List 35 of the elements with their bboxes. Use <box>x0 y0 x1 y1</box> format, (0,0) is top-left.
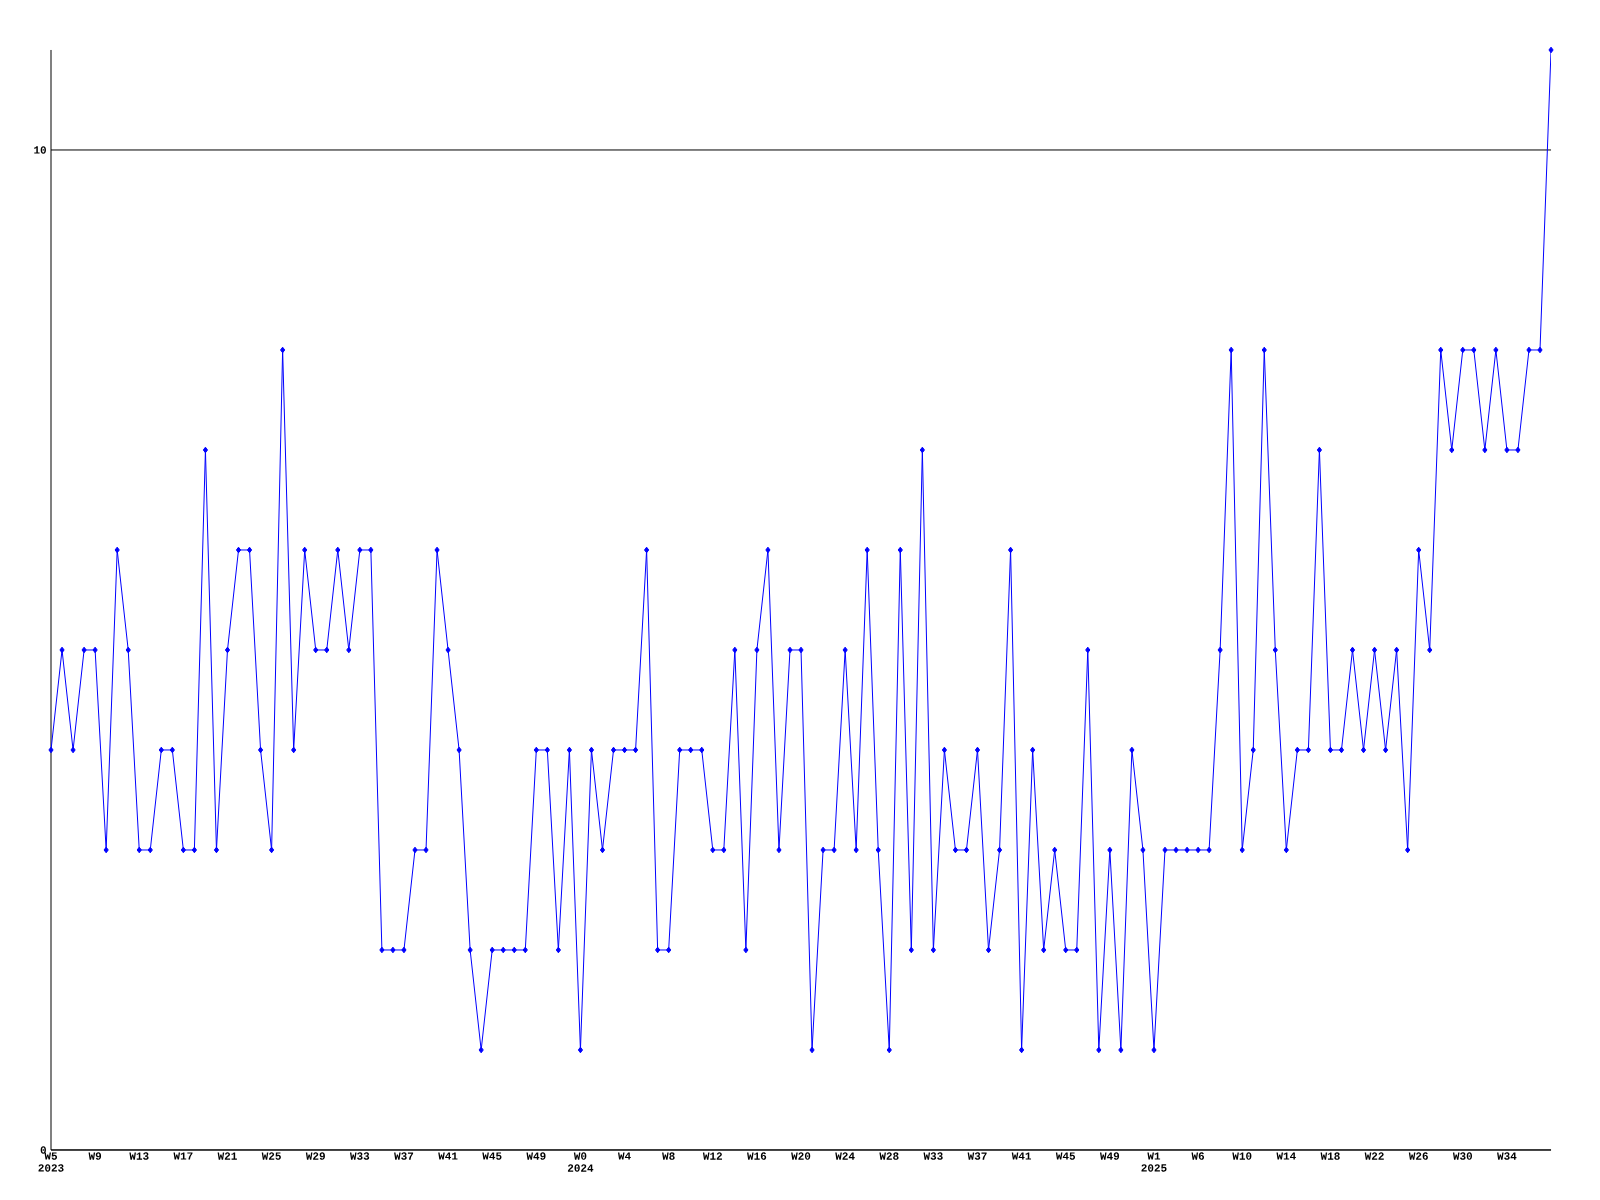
x-tick-label: W24 <box>835 1152 855 1160</box>
x-tick-label: W30 <box>1452 1152 1473 1160</box>
x-tick-label: W29 <box>305 1152 325 1160</box>
x-tick-label: W37 <box>967 1152 987 1160</box>
x-tick-label: W12 <box>702 1152 723 1160</box>
x-tick-label: W28 <box>879 1152 899 1160</box>
x-tick-label: W37 <box>394 1152 414 1160</box>
x-tick-label: W20 <box>791 1152 811 1160</box>
x-tick-label: W49 <box>526 1152 546 1160</box>
x-tick-label: W8 <box>662 1152 675 1160</box>
x-tick-label: W33 <box>923 1152 943 1160</box>
x-tick-label: W22 <box>1364 1152 1384 1160</box>
y-tick-label: 0 <box>40 1146 46 1154</box>
x-tick-label: W14 <box>1276 1152 1296 1160</box>
x-tick-label: W4 <box>617 1152 631 1160</box>
x-tick-label: W45 <box>1055 1152 1076 1160</box>
x-tick-label: W26 <box>1408 1152 1428 1160</box>
x-tick-label: W41 <box>438 1152 458 1160</box>
x-tick-label: W1 2025 <box>1141 1152 1167 1172</box>
x-tick-label: W13 <box>129 1152 149 1160</box>
x-tick-label: W25 <box>261 1152 281 1160</box>
x-tick-label: W17 <box>173 1152 193 1160</box>
x-tick-label: W45 <box>482 1152 502 1160</box>
x-tick-label: W21 <box>217 1152 237 1160</box>
x-tick-label: W10 <box>1232 1152 1252 1160</box>
x-tick-label: W41 <box>1011 1152 1032 1160</box>
x-tick-label: W34 <box>1497 1152 1517 1160</box>
x-tick-label: W9 <box>88 1152 102 1160</box>
x-tick-label: W33 <box>349 1152 370 1160</box>
x-tick-label: W18 <box>1320 1152 1340 1160</box>
x-tick-label: W6 <box>1191 1152 1205 1160</box>
x-tick-label: W0 2024 <box>567 1152 594 1172</box>
x-tick-label: W16 <box>747 1152 767 1160</box>
y-tick-label: 10 <box>34 146 46 154</box>
x-tick-label: W49 <box>1099 1152 1120 1160</box>
